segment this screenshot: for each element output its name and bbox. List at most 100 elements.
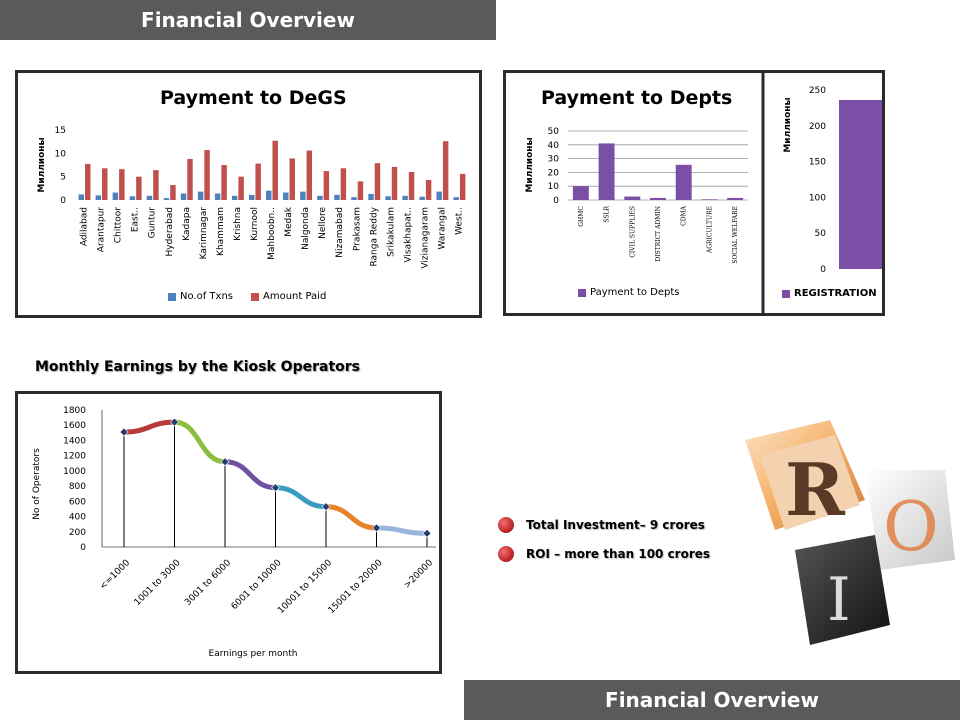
bar-depts: [701, 199, 718, 200]
bar-amount: [238, 176, 244, 200]
svg-text:I: I: [827, 565, 851, 635]
data-point: [271, 483, 280, 493]
x-category-label: SOCIAL WELFARE: [732, 206, 739, 264]
x-category-label: Ranga Reddy: [369, 206, 379, 266]
bar-amount: [323, 171, 330, 200]
y-tick-label: 1400: [63, 436, 86, 446]
data-point: [119, 427, 129, 437]
x-category-label: CIVIL SUPPLIES: [629, 206, 636, 258]
y-tick-label: 0: [60, 196, 66, 206]
y-tick-label: 400: [69, 513, 86, 523]
x-category-label: 15001 to 20000: [327, 558, 385, 616]
x-category-label: Srikakulam: [386, 207, 396, 257]
bar-txns: [351, 197, 357, 200]
x-category-label: Krishna: [233, 207, 243, 241]
bar-txns: [266, 190, 272, 200]
bar-depts: [572, 186, 589, 200]
degs-chart-title: Payment to DeGS: [160, 87, 347, 109]
bullet-roi: ROI – more than 100 crores: [498, 546, 710, 562]
bar-amount: [374, 163, 381, 200]
die-r-icon: R: [745, 420, 865, 532]
y-tick-label: 800: [69, 482, 86, 492]
y-tick-label: 0: [820, 265, 826, 275]
bar-amount: [136, 176, 142, 200]
y-tick-label: 1800: [63, 406, 86, 416]
bar-txns: [317, 195, 323, 200]
y-tick-label: 30: [548, 155, 560, 165]
y-tick-label: 50: [548, 127, 560, 137]
y-axis-label: No of Operators: [32, 448, 42, 520]
legend-swatch-registration: [782, 289, 790, 298]
bar-amount: [391, 166, 398, 200]
x-category-label: >20000: [402, 558, 435, 591]
header-banner: Financial Overview: [0, 0, 496, 40]
depts-chart: 0 10 20 30 40 50 Миллионы GHMC SSLR CIVIL SUPPLIE…: [525, 73, 882, 313]
bar-amount: [119, 169, 125, 200]
x-category-label: West..: [455, 207, 465, 235]
degs-chart: 0 5 10 15 Миллионы Adilabad Arantapur Chittoor E…: [37, 126, 466, 269]
bar-txns: [129, 196, 136, 200]
bar-txns: [112, 192, 119, 200]
y-tick-label: 0: [80, 543, 86, 553]
y-tick-label: 20: [548, 168, 560, 178]
bar-amount: [289, 158, 295, 200]
bar-amount: [306, 150, 313, 200]
bar-amount: [340, 168, 347, 200]
bar-txns: [385, 196, 391, 200]
degs-legend: No.of Txns Amount Paid: [168, 291, 326, 302]
x-category-label: <=1000: [98, 558, 132, 592]
x-category-label: Chittoor: [114, 207, 124, 244]
x-category-label: Hyderabad: [165, 207, 175, 257]
bar-amount: [459, 173, 466, 200]
bar-amount: [442, 141, 449, 200]
x-category-label: Kurnool: [250, 207, 260, 241]
depts-legend: Payment to Depts: [578, 287, 680, 298]
bar-amount: [357, 181, 364, 200]
bar-txns: [248, 194, 255, 200]
bar-amount: [408, 172, 415, 200]
kiosk-section-title: Monthly Earnings by the Kiosk Operators: [35, 359, 361, 375]
x-category-label: 3001 to 6000: [183, 558, 233, 608]
die-i-icon: I: [795, 535, 890, 645]
depts-chart-title: Payment to Depts: [541, 87, 733, 109]
y-tick-label: 15: [55, 126, 66, 136]
x-category-label: Nalgonda: [301, 207, 311, 250]
bullet-investment: Total Investment– 9 crores: [498, 517, 705, 533]
x-category-label: Nizamabad: [335, 207, 345, 258]
die-o-icon: O: [865, 470, 955, 570]
kiosk-chart-panel: 0 200 400 600 800 1000 1200 1400 1600 1800 No of O…: [15, 391, 442, 674]
bar-txns: [334, 194, 340, 200]
x-category-label: Warangal: [437, 207, 447, 250]
data-point: [220, 457, 230, 467]
y-tick-label: 40: [548, 141, 560, 151]
bar-txns: [368, 193, 374, 200]
y-tick-label: 600: [69, 497, 86, 507]
x-category-label: Khammam: [216, 207, 226, 256]
svg-text:O: O: [883, 488, 939, 567]
bar-txns: [231, 195, 238, 200]
legend-label-depts: Payment to Depts: [590, 287, 680, 298]
bar-amount: [221, 165, 227, 200]
y-tick-label: 50: [815, 229, 827, 239]
line-segment: [323, 504, 379, 531]
legend-label-txns: No.of Txns: [180, 291, 233, 302]
line-segment: [172, 419, 228, 465]
x-category-label: Vizianagaram: [420, 207, 430, 269]
registration-legend: REGISTRATION: [782, 288, 877, 299]
bar-depts: [727, 197, 744, 200]
bar-amount: [187, 158, 193, 200]
bar-amount: [425, 179, 432, 200]
x-category-label: 1001 to 3000: [133, 558, 183, 608]
x-category-label: Karimnagar: [199, 207, 209, 260]
x-category-label: Arantapur: [97, 207, 107, 253]
bullet-investment-text: Total Investment– 9 crores: [526, 518, 705, 532]
x-category-label: 10001 to 15000: [276, 558, 334, 616]
x-axis-label: Earnings per month: [209, 649, 298, 659]
y-tick-label: 0: [553, 196, 559, 206]
bullet-dot-icon: [498, 546, 514, 562]
x-category-label: GHMC: [578, 206, 585, 227]
y-tick-label: 10: [548, 182, 560, 192]
bar-amount: [102, 168, 108, 200]
line-segment: [121, 419, 177, 435]
bar-txns: [78, 194, 85, 200]
